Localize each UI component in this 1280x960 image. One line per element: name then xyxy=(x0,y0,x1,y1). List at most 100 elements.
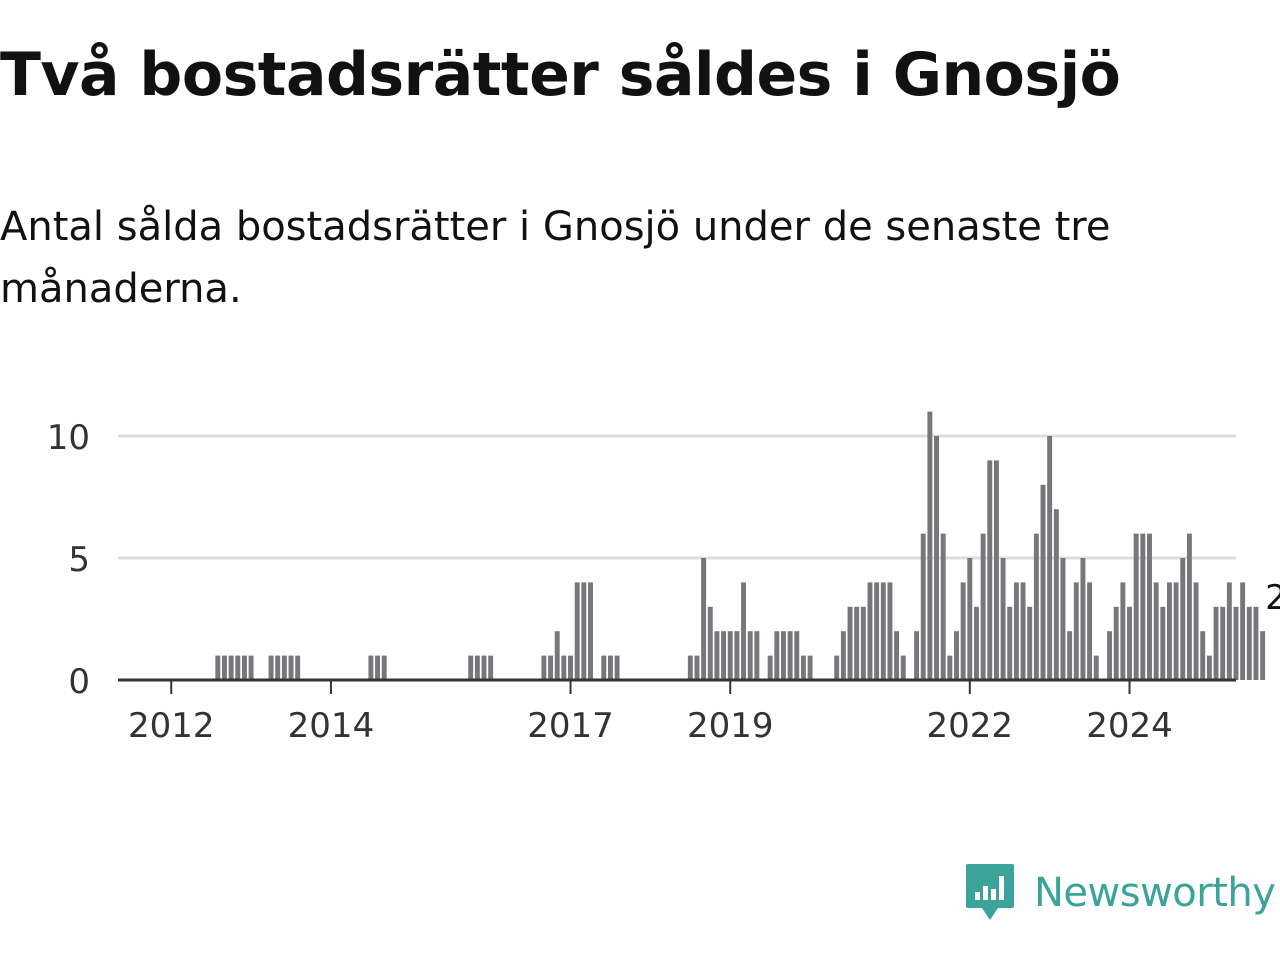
bar xyxy=(867,582,873,680)
bar xyxy=(960,582,966,680)
bar xyxy=(747,631,753,680)
bar xyxy=(1246,606,1252,680)
bar xyxy=(781,631,786,680)
bar xyxy=(1033,533,1039,680)
x-tick-label: 2022 xyxy=(927,706,1014,746)
bar xyxy=(1040,484,1046,680)
bar xyxy=(874,582,880,680)
bar xyxy=(1206,655,1212,680)
bar xyxy=(468,655,474,680)
data-labels: 2 xyxy=(1262,575,1280,622)
bar xyxy=(1226,582,1232,680)
x-tick-label: 2024 xyxy=(1086,706,1173,746)
bar xyxy=(800,655,806,680)
bar xyxy=(987,460,993,680)
bar xyxy=(767,655,773,680)
bar xyxy=(1253,606,1259,680)
bar xyxy=(714,631,720,680)
bar xyxy=(1007,606,1013,680)
bar xyxy=(222,655,227,680)
bar xyxy=(1160,606,1166,680)
bar xyxy=(607,655,613,680)
y-tick-label: 0 xyxy=(68,662,90,702)
bar xyxy=(268,655,274,680)
bar xyxy=(694,655,700,680)
bar xyxy=(554,631,560,680)
bar xyxy=(934,436,939,680)
bar xyxy=(794,631,800,680)
bar xyxy=(248,655,254,680)
bar xyxy=(241,655,247,680)
bar xyxy=(1120,582,1126,680)
bar xyxy=(488,655,494,680)
bar xyxy=(954,631,959,680)
x-tick-label: 2014 xyxy=(288,706,375,746)
bar xyxy=(1020,582,1026,680)
x-tick-label: 2017 xyxy=(527,706,614,746)
grid-lines xyxy=(118,434,1236,560)
bar xyxy=(774,631,780,680)
bar xyxy=(900,655,906,680)
bar xyxy=(734,631,740,680)
bar xyxy=(1113,606,1119,680)
x-tick-label: 2012 xyxy=(128,706,215,746)
bar xyxy=(1107,631,1113,680)
bar xyxy=(1173,582,1179,680)
bar xyxy=(701,558,707,680)
bar xyxy=(288,655,294,680)
highlight-value-label: 2 xyxy=(1265,578,1280,618)
bar xyxy=(1240,582,1246,680)
bar xyxy=(1186,533,1192,680)
bar xyxy=(860,606,866,680)
newsworthy-logo-icon xyxy=(966,864,1014,920)
bar xyxy=(568,655,573,680)
x-tick-labels: 2012 2014 2017 2019 2022 2024 xyxy=(128,680,1173,746)
bar xyxy=(574,582,580,680)
bar xyxy=(295,655,301,680)
bar xyxy=(601,655,607,680)
bar xyxy=(1013,582,1019,680)
bar xyxy=(1087,582,1093,680)
bar xyxy=(281,655,287,680)
bar xyxy=(1180,558,1186,680)
bar xyxy=(481,655,487,680)
x-tick-label: 2019 xyxy=(687,706,774,746)
y-tick-label: 10 xyxy=(47,418,90,458)
page-title: Två bostadsrätter såldes i Gnosjö xyxy=(0,40,1121,110)
bar xyxy=(474,655,480,680)
y-tick-labels: 0 5 10 xyxy=(47,418,90,702)
bar xyxy=(1073,582,1079,680)
bar xyxy=(993,460,999,680)
bar xyxy=(235,655,241,680)
bar xyxy=(894,631,900,680)
bar xyxy=(1047,436,1053,680)
bar xyxy=(1133,533,1139,680)
bar xyxy=(1200,631,1206,680)
bar xyxy=(834,655,840,680)
bar xyxy=(581,582,587,680)
bar xyxy=(840,631,846,680)
bar xyxy=(927,411,933,680)
bar xyxy=(375,655,380,680)
bar xyxy=(1193,582,1199,680)
brand-name: Newsworthy xyxy=(1034,870,1276,916)
bar xyxy=(588,582,593,680)
bar xyxy=(707,606,713,680)
bar xyxy=(920,533,926,680)
bar xyxy=(561,655,567,680)
bar xyxy=(1053,509,1059,680)
y-tick-label: 5 xyxy=(68,540,90,580)
bar xyxy=(1153,582,1159,680)
bar xyxy=(914,631,920,680)
bar xyxy=(1147,533,1152,680)
bar xyxy=(847,606,853,680)
bar xyxy=(275,655,281,680)
bar xyxy=(974,606,979,680)
bar xyxy=(381,655,387,680)
bar xyxy=(1260,631,1266,680)
bar xyxy=(721,631,727,680)
bar xyxy=(741,582,747,680)
bar xyxy=(754,631,760,680)
bar xyxy=(1140,533,1146,680)
bar xyxy=(215,655,221,680)
